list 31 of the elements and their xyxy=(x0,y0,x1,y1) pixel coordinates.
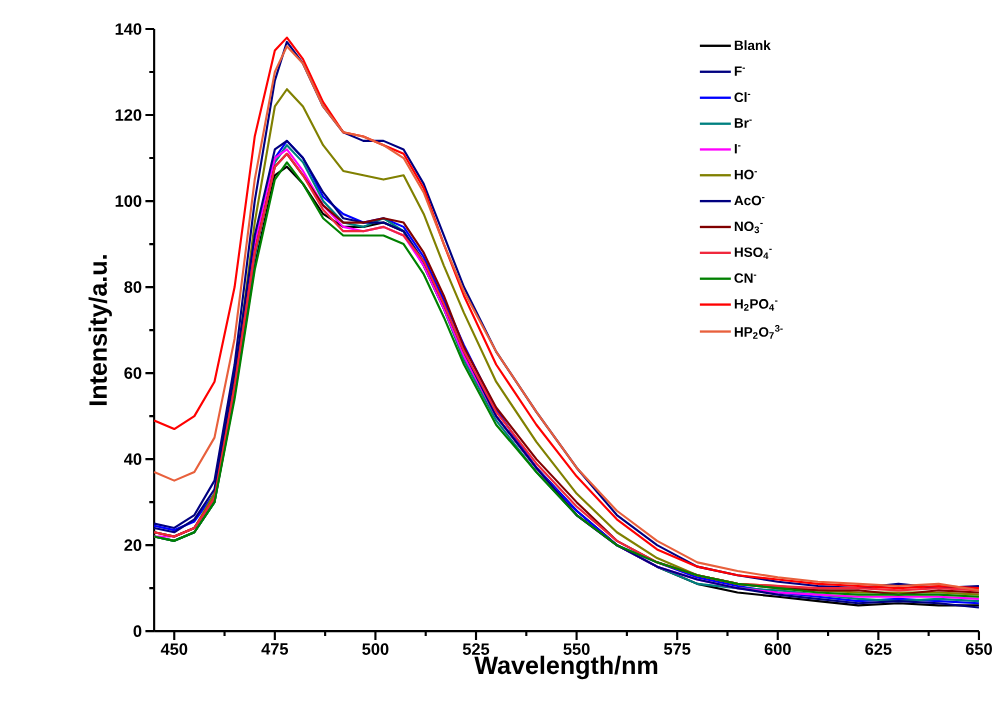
legend-label: H$_{2}$PO$_{4}$- xyxy=(734,299,778,311)
legend-label: HP$_{2}$O$_{7}$3- xyxy=(734,325,783,339)
x-tick-label: 450 xyxy=(160,643,188,655)
legend-label: Br$^{-}$ xyxy=(734,118,752,128)
x-tick-label: 600 xyxy=(764,643,791,655)
x-tick-label: 650 xyxy=(965,643,992,655)
y-axis-title: Intensity/a.u. xyxy=(88,255,112,406)
y-tick-label: 0 xyxy=(133,625,142,637)
x-tick-label: 475 xyxy=(261,643,289,655)
legend-label: NO$_{3}$- xyxy=(734,221,763,234)
y-tick-label: 100 xyxy=(115,195,142,207)
x-tick-label: 625 xyxy=(865,643,892,655)
legend-label: CN$^{-}$ xyxy=(734,273,757,283)
x-axis-title: Wavelength/nm xyxy=(474,655,658,680)
y-tick-label: 80 xyxy=(124,281,142,293)
legend-label: F$^{-}$ xyxy=(734,66,745,76)
legend-label: Blank xyxy=(734,40,771,51)
y-tick-label: 40 xyxy=(124,453,142,465)
y-tick-label: 20 xyxy=(124,539,142,551)
x-tick-label: 575 xyxy=(664,643,691,655)
legend-label: HSO$_{4}$- xyxy=(734,247,772,259)
legend-label: I$^{-}$ xyxy=(734,144,741,154)
x-tick-label: 525 xyxy=(462,643,490,655)
y-tick-label: 140 xyxy=(115,23,142,35)
y-tick-label: 60 xyxy=(124,367,142,379)
legend-label: AcO$^{-}$ xyxy=(734,195,765,206)
x-tick-label: 550 xyxy=(563,643,590,655)
y-tick-label: 120 xyxy=(115,109,142,121)
legend-label: Cl$^{-}$ xyxy=(734,92,751,103)
legend-label: HO$^{-}$ xyxy=(734,169,757,180)
x-tick-label: 500 xyxy=(362,643,389,655)
